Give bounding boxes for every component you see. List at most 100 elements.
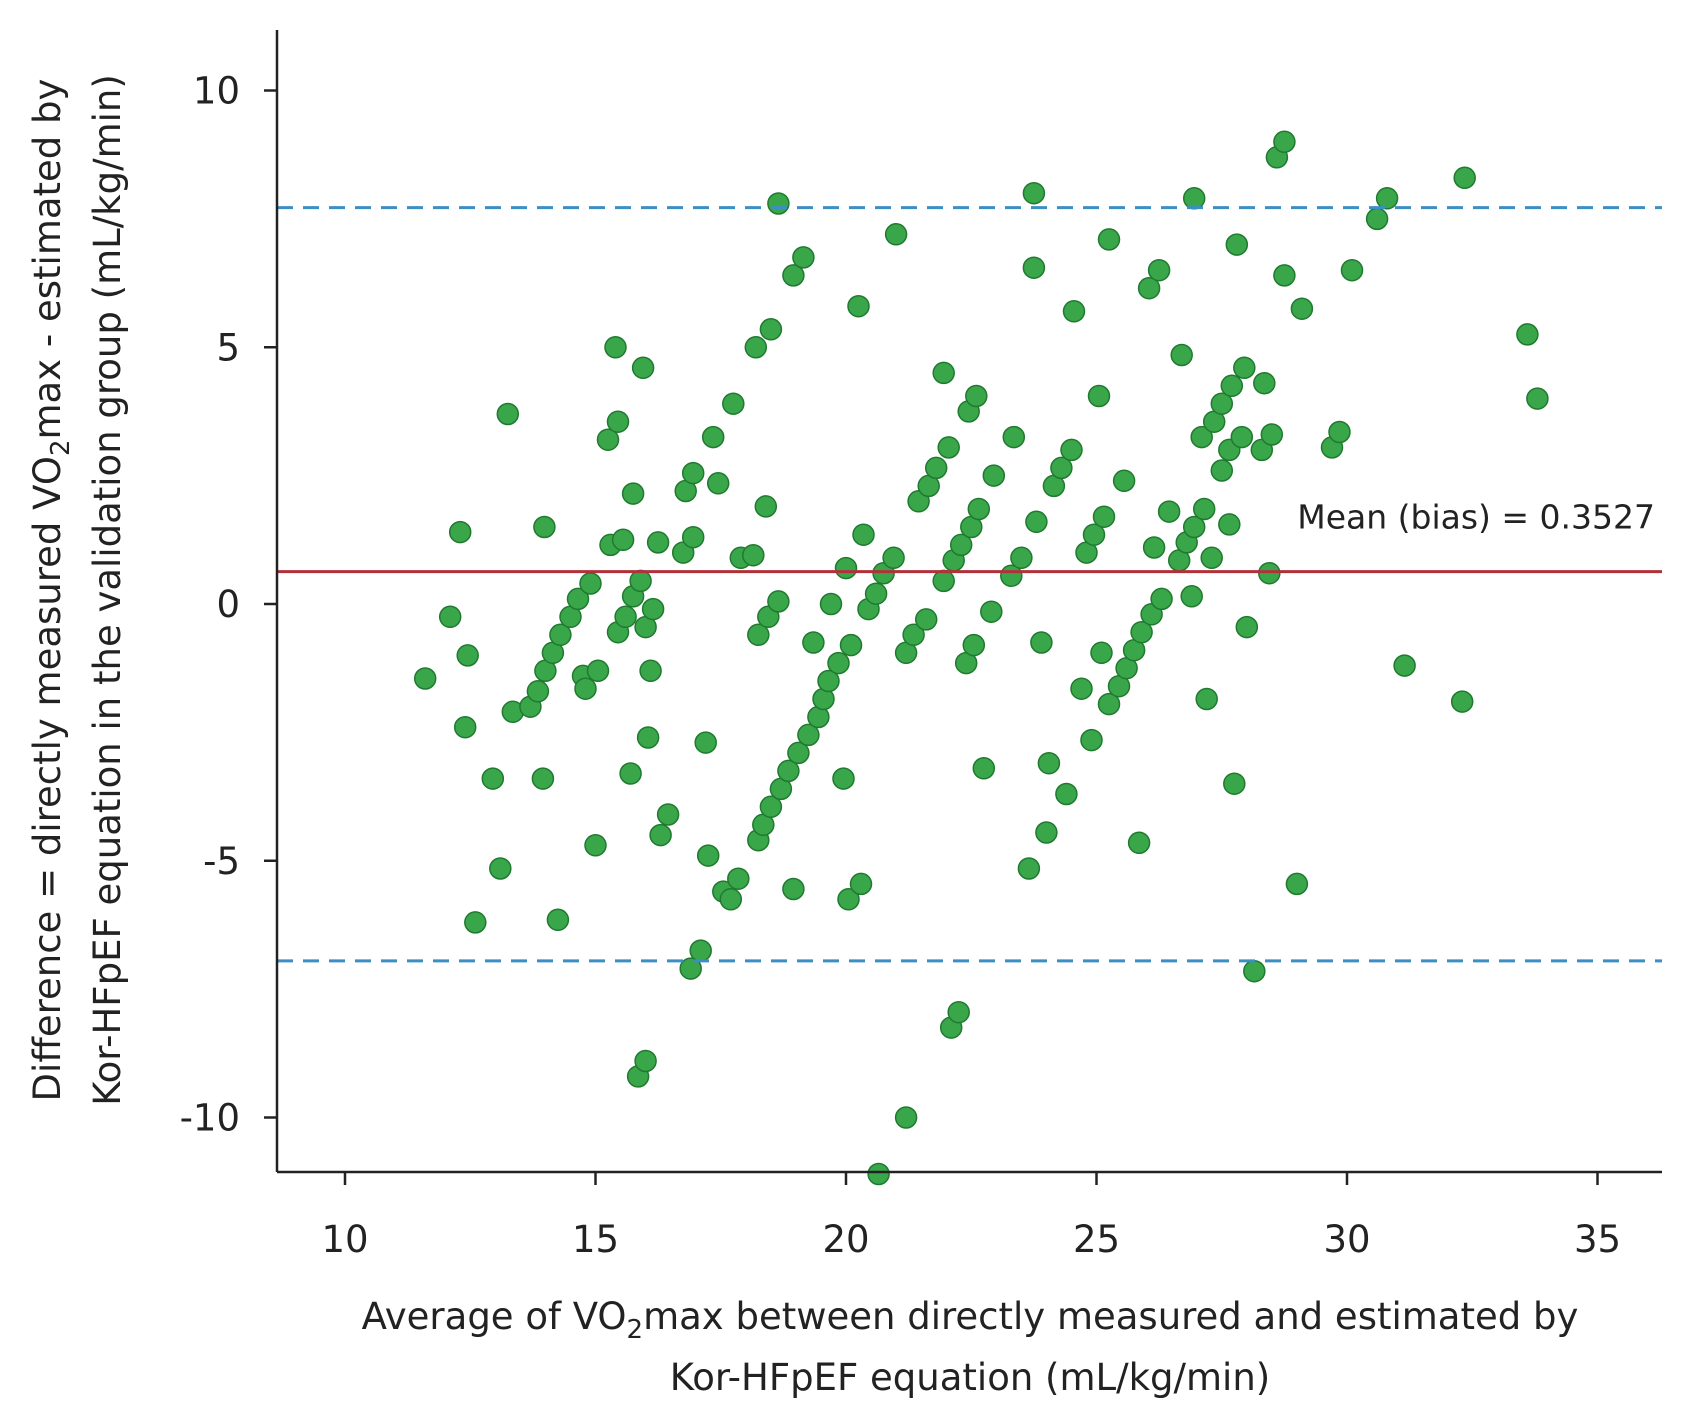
data-point (1127, 831, 1151, 855)
data-point (1157, 500, 1181, 523)
data-point (1375, 187, 1399, 210)
data-point (629, 569, 652, 593)
data-point (649, 823, 672, 847)
data-point (1090, 641, 1113, 665)
data-point (1055, 782, 1078, 806)
data-point (1258, 561, 1281, 585)
data-point (797, 723, 820, 747)
data-point (759, 795, 783, 819)
data-point (1062, 300, 1086, 323)
x-tick-label: 20 (822, 1218, 869, 1261)
data-point (1195, 687, 1218, 711)
data-point (947, 1000, 970, 1024)
data-point (719, 888, 743, 911)
data-point (767, 192, 790, 215)
data-point (1192, 497, 1216, 521)
data-point (1328, 420, 1351, 444)
data-point (972, 757, 996, 780)
data-point (1285, 872, 1309, 896)
x-tick-label: 15 (572, 1218, 619, 1261)
data-point (817, 669, 840, 693)
mean-bias-label: Mean (bias) = 0.3527 (1297, 498, 1655, 537)
data-point (837, 888, 860, 911)
data-point (1210, 459, 1234, 482)
data-point (453, 715, 477, 739)
y-tick-label: 10 (193, 70, 240, 113)
x-tick-label: 10 (321, 1218, 368, 1261)
data-point (1225, 233, 1249, 256)
data-point (767, 590, 790, 613)
data-point (1218, 513, 1241, 536)
data-point (1137, 276, 1161, 300)
data-point (1017, 857, 1041, 880)
data-point (1220, 374, 1244, 398)
data-point (1147, 258, 1171, 282)
data-point (631, 356, 655, 380)
reference-lines (277, 206, 1662, 963)
y-axis-title-line1: Difference = directly measured VO2max - … (26, 79, 76, 1102)
data-points (413, 130, 1549, 1186)
data-point (839, 633, 863, 657)
data-point (634, 1049, 657, 1073)
data-point (967, 497, 991, 521)
y-tick-label: -10 (180, 1097, 240, 1140)
data-point (1170, 343, 1193, 367)
data-point (566, 587, 590, 611)
data-point (1097, 228, 1121, 251)
data-point (852, 523, 875, 546)
data-point (679, 957, 702, 980)
data-point (759, 318, 783, 341)
data-point (606, 410, 630, 433)
x-tick-label: 30 (1323, 1218, 1370, 1261)
data-point (549, 623, 572, 647)
data-point (1182, 515, 1206, 539)
data-point (727, 867, 750, 890)
x-tick-label: 25 (1073, 1218, 1120, 1261)
y-tick-label: 0 (216, 583, 240, 626)
data-point (802, 631, 825, 654)
x-tick-label: 35 (1574, 1218, 1621, 1261)
data-point (1200, 546, 1223, 570)
data-point (884, 223, 908, 246)
data-point (546, 908, 570, 932)
mean-bias-annotation: Mean (bias) = 0.3527 (1297, 498, 1655, 537)
data-point (1365, 207, 1389, 231)
y-tick-label: 5 (216, 326, 240, 369)
data-point (747, 623, 770, 647)
data-point (586, 659, 610, 683)
data-point (1180, 585, 1203, 608)
data-point (1210, 392, 1234, 415)
data-point (438, 605, 462, 629)
data-point (834, 556, 858, 580)
data-point (689, 939, 712, 962)
data-point (1453, 166, 1476, 190)
data-point (1290, 297, 1314, 320)
data-point (819, 592, 843, 616)
data-point (1060, 438, 1083, 462)
data-point (1223, 772, 1246, 795)
data-point (1142, 536, 1166, 559)
data-point (639, 659, 662, 683)
data-point (533, 515, 556, 539)
data-point (962, 633, 986, 657)
data-point (531, 767, 555, 790)
data-point (1130, 620, 1153, 644)
x-axis-title-line2: Kor-HFpEF equation (mL/kg/min) (670, 1356, 1270, 1399)
data-point (1273, 130, 1296, 154)
data-point (706, 472, 730, 495)
data-point (636, 726, 660, 749)
data-point (722, 392, 745, 415)
data-point (782, 877, 805, 901)
data-point (1035, 821, 1058, 844)
data-point (1030, 631, 1053, 654)
data-point (1070, 677, 1093, 700)
x-tick-labels: 10 15 20 25 30 35 (321, 1172, 1621, 1261)
data-point (1230, 425, 1254, 449)
data-point (646, 531, 670, 554)
data-point (894, 1106, 918, 1129)
data-point (694, 731, 717, 754)
data-point (932, 569, 955, 593)
data-point (574, 677, 597, 700)
data-point (526, 680, 550, 703)
